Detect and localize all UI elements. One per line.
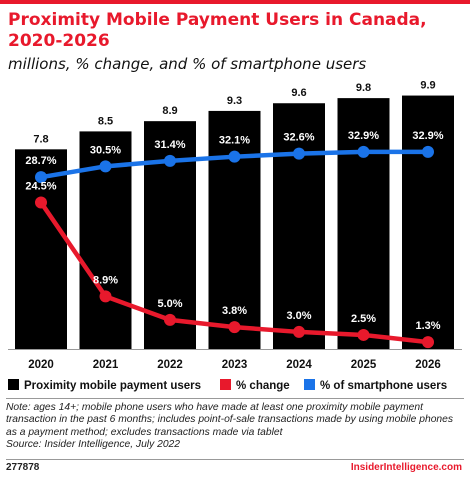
smartphone-share-label-2020: 28.7% <box>25 155 56 167</box>
pct-change-label-2021: 8.9% <box>93 274 118 286</box>
smartphone-share-label-2024: 32.6% <box>283 132 314 144</box>
chart-subtitle: millions, % change, and % of smartphone … <box>8 55 367 73</box>
pct-change-label-2025: 2.5% <box>351 313 376 325</box>
legend-smartphone-share-label: % of smartphone users <box>320 380 447 392</box>
smartphone-share-label-2022: 31.4% <box>154 139 185 151</box>
pct-change-point-2023 <box>228 321 241 334</box>
x-tick-2025: 2025 <box>351 359 377 371</box>
smartphone-share-point-2022 <box>164 154 176 167</box>
pct-change-label-2020: 24.5% <box>25 180 56 192</box>
source-text: Source: Insider Intelligence, July 2022 <box>6 439 181 451</box>
brand-link: InsiderIntelligence.com <box>350 462 462 473</box>
pct-change-point-2025 <box>357 328 370 341</box>
bar-2023 <box>208 110 261 349</box>
x-tick-2020: 2020 <box>28 359 54 371</box>
x-tick-2021: 2021 <box>93 359 119 371</box>
legend-pct-change-label: % change <box>236 380 290 392</box>
chart-area: 7.8 8.5 8.9 9.3 9.6 9.8 9.9 28.7% 30.5% 31.4% 32.1… <box>8 80 462 392</box>
bar-label-2026: 9.9 <box>420 80 435 92</box>
pct-change-label-2024: 3.0% <box>286 310 311 322</box>
legend-smartphone-share-swatch <box>304 379 315 390</box>
x-tick-2024: 2024 <box>286 359 312 371</box>
legend-users-swatch <box>8 379 19 390</box>
top-accent-bar <box>0 0 470 4</box>
bar-label-2023: 9.3 <box>227 95 242 107</box>
bar-2026 <box>402 95 454 349</box>
legend-pct-change-swatch <box>220 379 231 390</box>
pct-change-point-2022 <box>164 313 176 326</box>
bar-2025 <box>337 98 390 350</box>
smartphone-share-point-2021 <box>99 160 112 173</box>
chart-title: Proximity Mobile Payment Users in Canada… <box>8 10 427 51</box>
pct-change-label-2022: 5.0% <box>157 298 182 310</box>
bar-label-2025: 9.8 <box>356 82 371 94</box>
x-tick-2023: 2023 <box>222 359 248 371</box>
bar-label-2020: 7.8 <box>33 133 48 145</box>
smartphone-share-point-2024 <box>293 147 305 160</box>
divider-bottom <box>6 459 464 460</box>
smartphone-share-label-2026: 32.9% <box>412 130 443 142</box>
pct-change-label-2026: 1.3% <box>415 320 440 332</box>
x-tick-2026: 2026 <box>415 359 441 371</box>
chart-note: Note: ages 14+; mobile phone users who h… <box>6 402 464 452</box>
bar-label-2021: 8.5 <box>98 115 113 127</box>
legend-users-label: Proximity mobile payment users <box>24 380 201 392</box>
pct-change-label-2023: 3.8% <box>222 305 247 317</box>
pct-change-point-2024 <box>293 325 305 338</box>
smartphone-share-label-2021: 30.5% <box>90 144 121 156</box>
smartphone-share-point-2025 <box>357 145 370 158</box>
smartphone-share-label-2025: 32.9% <box>348 130 379 142</box>
smartphone-share-point-2026 <box>422 145 434 158</box>
pct-change-point-2020 <box>35 196 47 209</box>
bar-label-2022: 8.9 <box>162 105 177 117</box>
smartphone-share-point-2020 <box>35 171 47 184</box>
x-tick-2022: 2022 <box>157 359 183 371</box>
smartphone-share-label-2023: 32.1% <box>219 135 250 147</box>
bar-label-2024: 9.6 <box>291 87 306 99</box>
bar-2024 <box>273 103 325 350</box>
divider-top <box>6 398 464 399</box>
smartphone-share-point-2023 <box>228 150 241 163</box>
note-text: Note: ages 14+; mobile phone users who h… <box>6 402 454 438</box>
pct-change-point-2026 <box>422 336 434 349</box>
chart-id: 277878 <box>6 462 40 473</box>
pct-change-point-2021 <box>99 290 112 303</box>
